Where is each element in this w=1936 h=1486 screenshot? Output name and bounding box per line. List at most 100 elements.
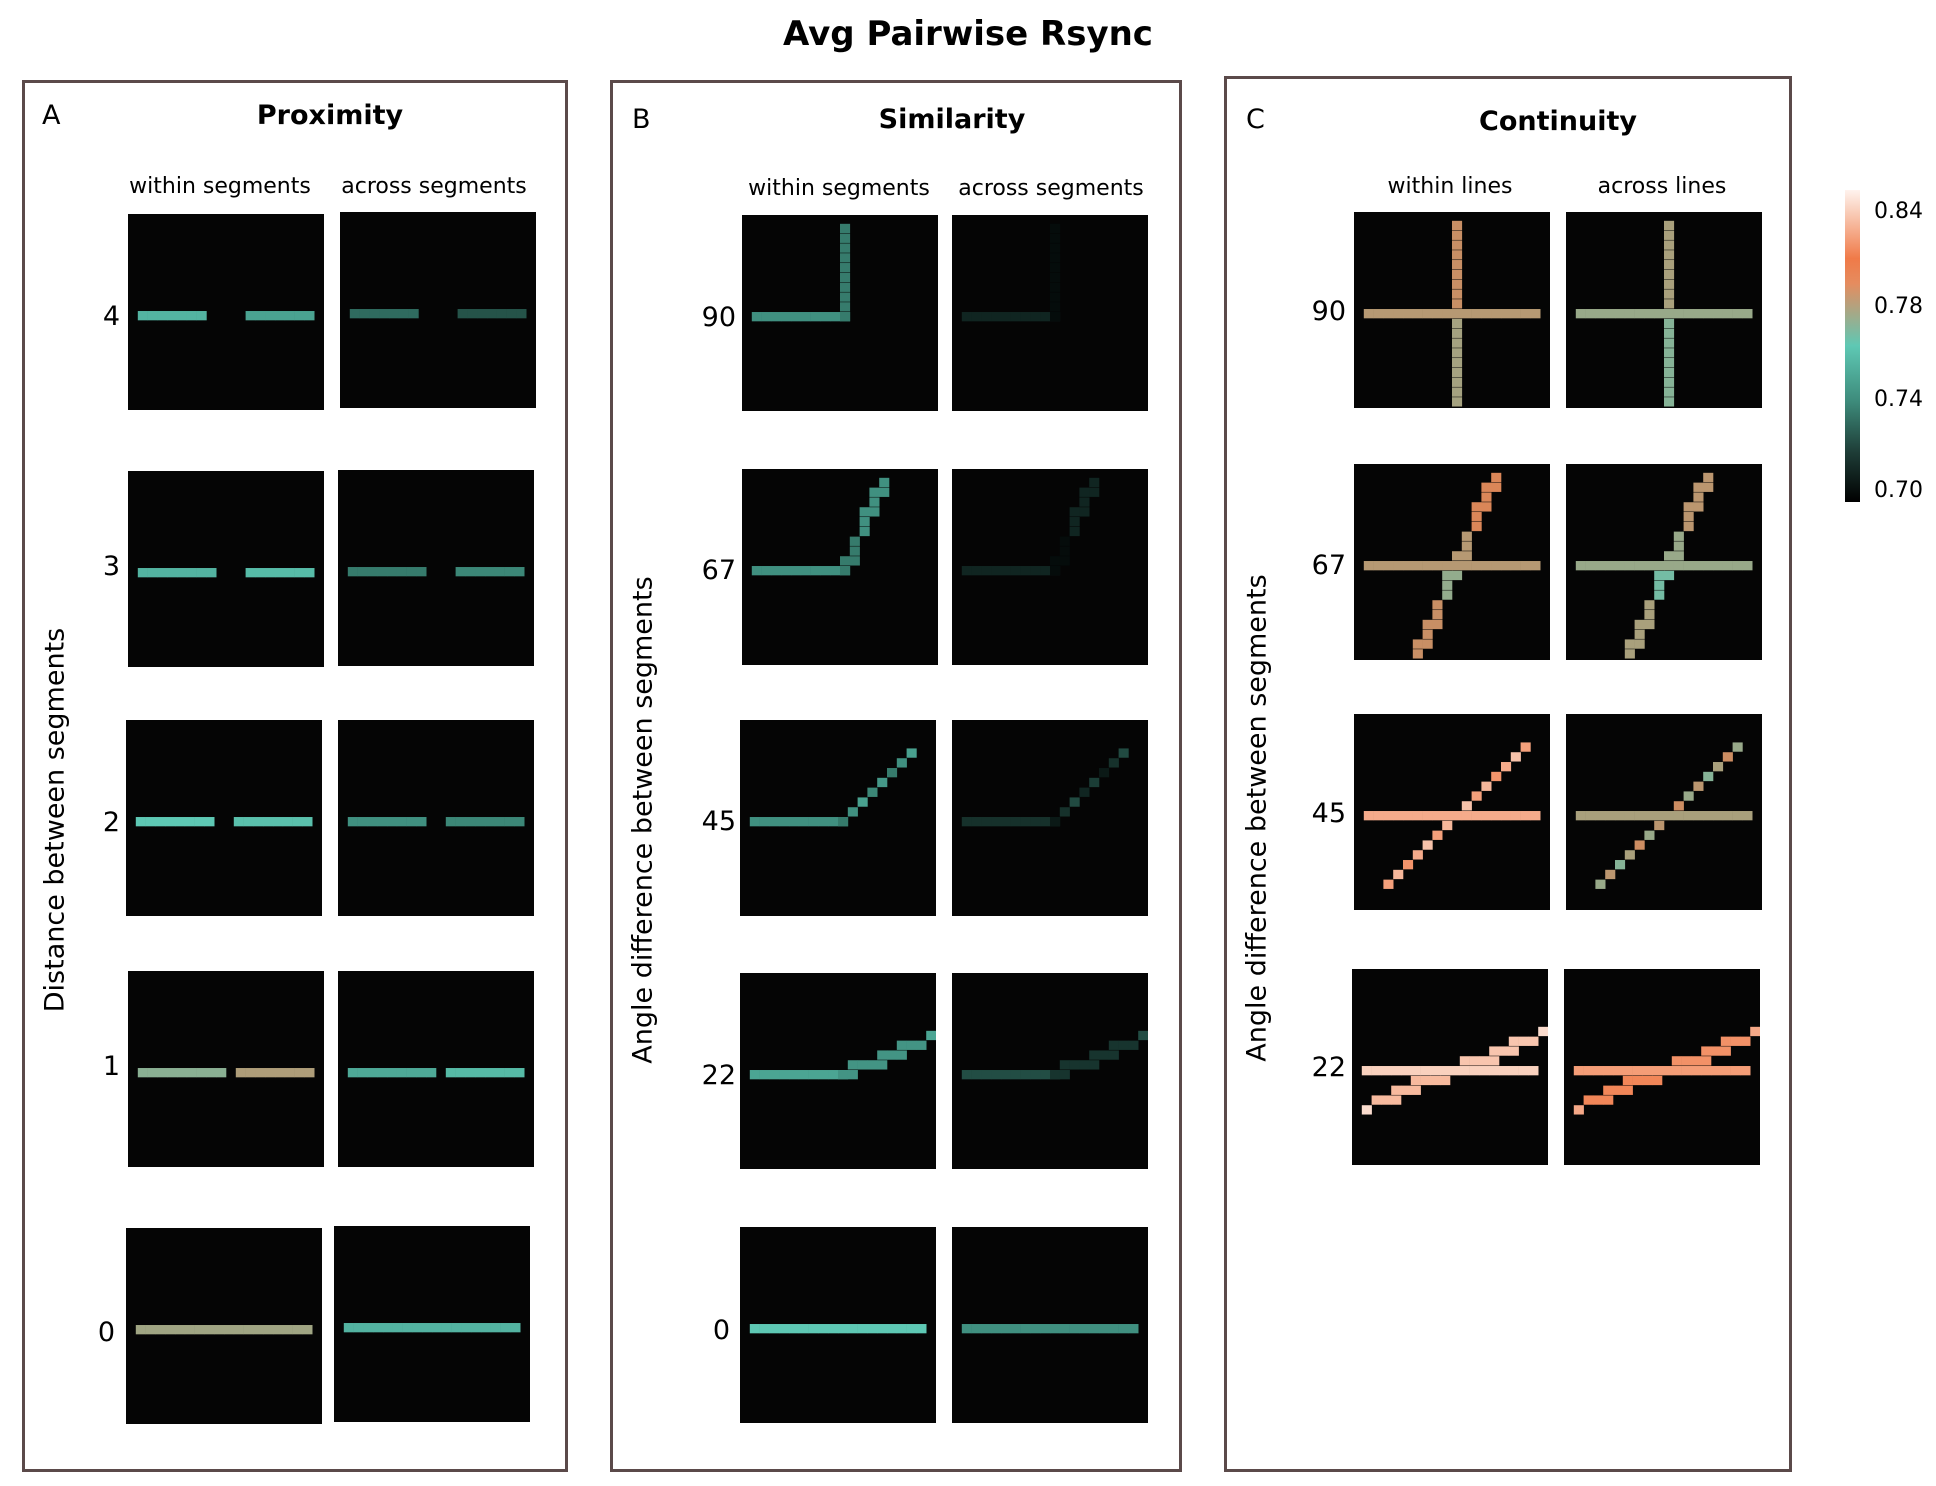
heatmap-cell xyxy=(1452,260,1463,270)
heatmap-cell xyxy=(1069,526,1080,537)
heatmap-cell xyxy=(1363,309,1374,319)
heatmap-cell xyxy=(759,817,770,827)
colorbar-tick: 0.74 xyxy=(1874,387,1923,412)
heatmap-cell xyxy=(1671,1066,1682,1076)
heatmap-cell xyxy=(1575,561,1586,571)
heatmap-cell xyxy=(1644,830,1655,840)
heatmap-cell xyxy=(840,243,851,253)
heatmap-cell xyxy=(1108,1324,1119,1334)
heatmap-cell xyxy=(481,1323,492,1333)
heatmap-cell xyxy=(1720,1046,1731,1056)
heatmap-cell xyxy=(1371,1095,1382,1105)
heatmap-cell xyxy=(275,311,286,321)
heatmap-cell xyxy=(1089,1324,1100,1334)
heatmap-cell xyxy=(857,1060,868,1070)
heatmap-cell xyxy=(1432,830,1443,840)
heatmap-cell xyxy=(759,1324,770,1334)
heatmap-cell xyxy=(1452,551,1463,561)
heatmap-cell xyxy=(1050,263,1061,273)
heatmap-cell xyxy=(294,311,305,321)
panel-b-row-label: 45 xyxy=(701,806,736,837)
heatmap-tile xyxy=(338,720,534,916)
heatmap-cell xyxy=(1020,312,1031,322)
heatmap-cell xyxy=(840,253,851,263)
heatmap-cell xyxy=(1481,561,1492,571)
heatmap-cell xyxy=(1615,561,1626,571)
heatmap-cell xyxy=(514,1068,525,1078)
heatmap-cell xyxy=(1442,561,1453,571)
heatmap-tile xyxy=(742,469,938,665)
heatmap-cell xyxy=(1732,742,1743,752)
heatmap-cell xyxy=(1432,309,1443,319)
heatmap-cell xyxy=(1671,1056,1682,1066)
heatmap-cell xyxy=(147,568,158,578)
heatmap-cell xyxy=(1634,639,1645,649)
heatmap-cell xyxy=(1452,309,1463,319)
heatmap-cell xyxy=(1624,850,1635,860)
heatmap-cell xyxy=(916,1324,927,1334)
heatmap-cell xyxy=(1510,811,1521,821)
heatmap-cell xyxy=(1089,477,1100,488)
heatmap-cell xyxy=(1634,840,1645,850)
heatmap-cell xyxy=(916,1040,927,1050)
panel-c-ylabel: Angle difference between segments xyxy=(1241,574,1273,1062)
heatmap-cell xyxy=(465,1068,476,1078)
heatmap-cell xyxy=(1479,1066,1490,1076)
heatmap-cell xyxy=(1501,811,1512,821)
heatmap-cell xyxy=(1410,1075,1421,1086)
heatmap-cell xyxy=(1128,1324,1139,1334)
heatmap-cell xyxy=(1518,1066,1529,1076)
heatmap-cell xyxy=(1099,768,1110,778)
heatmap-cell xyxy=(1664,811,1675,821)
heatmap-cell xyxy=(1059,1060,1070,1070)
figure-title: Avg Pairwise Rsync xyxy=(783,14,1153,54)
heatmap-cell xyxy=(1452,348,1463,358)
heatmap-cell xyxy=(1711,1046,1722,1056)
heatmap-cell xyxy=(516,309,527,319)
heatmap-cell xyxy=(1720,1066,1731,1076)
heatmap-tile xyxy=(126,1228,322,1424)
heatmap-cell xyxy=(1575,811,1586,821)
heatmap-cell xyxy=(887,1324,898,1334)
heatmap-cell xyxy=(896,1040,907,1050)
heatmap-cell xyxy=(1644,811,1655,821)
heatmap-cell xyxy=(1471,502,1482,512)
heatmap-cell xyxy=(406,1068,417,1078)
heatmap-cell xyxy=(1450,1066,1461,1076)
heatmap-tile xyxy=(952,469,1148,665)
heatmap-cell xyxy=(263,817,274,827)
heatmap-cell xyxy=(896,758,907,768)
heatmap-cell xyxy=(838,1324,849,1334)
heatmap-cell xyxy=(204,817,215,827)
heatmap-cell xyxy=(1001,566,1012,576)
heatmap-cell xyxy=(1510,752,1521,762)
heatmap-cell xyxy=(1491,482,1502,492)
heatmap-cell xyxy=(265,311,276,321)
heatmap-cell xyxy=(377,1068,388,1078)
heatmap-cell xyxy=(1050,223,1061,234)
heatmap-cell xyxy=(1664,367,1675,378)
heatmap-cell xyxy=(818,1324,829,1334)
heatmap-cell xyxy=(840,263,851,273)
heatmap-cell xyxy=(416,1068,427,1078)
heatmap-cell xyxy=(1452,230,1463,240)
heatmap-cell xyxy=(1518,1036,1529,1046)
heatmap-cell xyxy=(1059,536,1070,546)
heatmap-cell xyxy=(1118,1324,1129,1334)
heatmap-cell xyxy=(1040,312,1051,322)
heatmap-cell xyxy=(1683,561,1694,571)
heatmap-cell xyxy=(1471,811,1482,821)
heatmap-cell xyxy=(504,567,515,577)
heatmap-cell xyxy=(347,1068,358,1078)
panel-a-title: Proximity xyxy=(256,100,404,131)
panel-a-row-label: 1 xyxy=(102,1051,120,1082)
heatmap-cell xyxy=(1740,1036,1751,1046)
heatmap-cell xyxy=(1050,282,1061,292)
heatmap-cell xyxy=(137,568,148,578)
heatmap-tile xyxy=(740,720,936,916)
heatmap-cell xyxy=(387,1068,398,1078)
heatmap-cell xyxy=(1412,561,1423,571)
panel-b-col-within: within segments xyxy=(748,176,930,201)
heatmap-cell xyxy=(137,1068,148,1078)
heatmap-cell xyxy=(781,312,792,322)
